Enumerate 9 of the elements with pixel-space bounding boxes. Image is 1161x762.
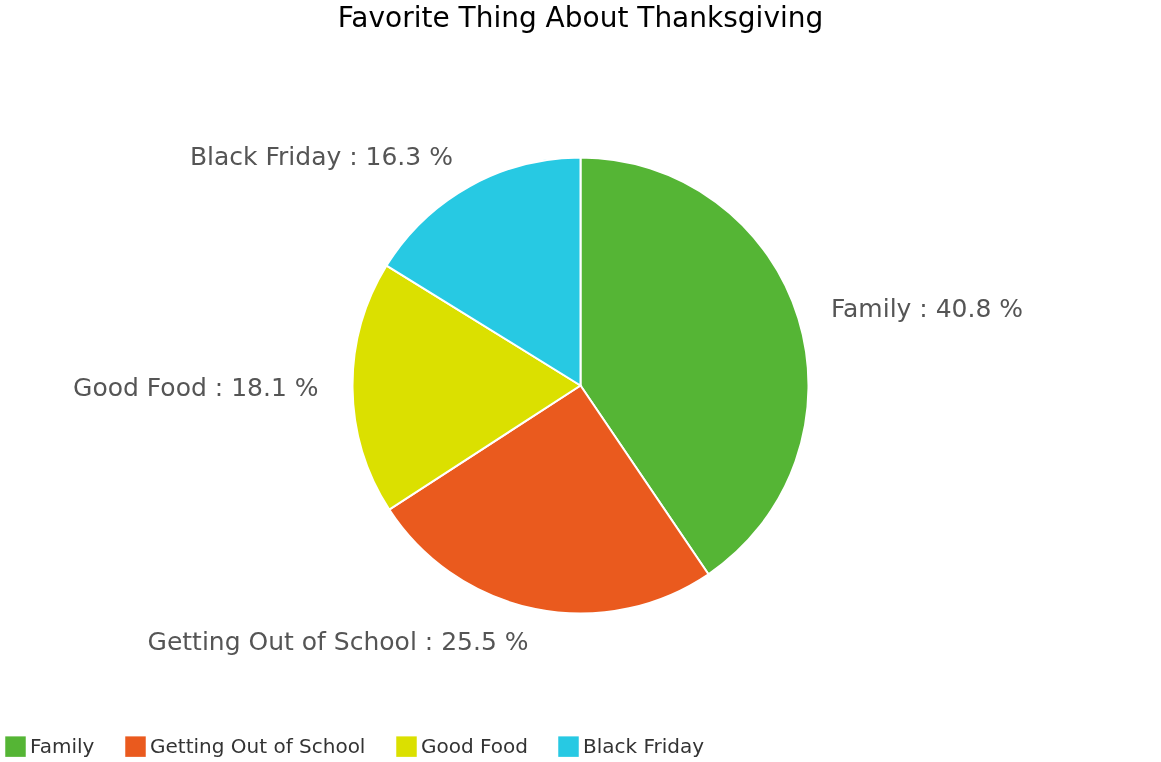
legend-label: Good Food [421,733,528,758]
legend-label: Black Friday [583,733,705,758]
legend-label: Family [30,733,95,758]
chart-title: Favorite Thing About Thanksgiving [337,1,824,34]
data-label: Good Food : 18.1 % [73,373,319,403]
legend-label: Getting Out of School [150,733,366,758]
data-label: Getting Out of School : 25.5 % [147,627,529,657]
data-label: Family : 40.8 % [830,293,1024,323]
data-label: Black Friday : 16.3 % [189,141,453,171]
